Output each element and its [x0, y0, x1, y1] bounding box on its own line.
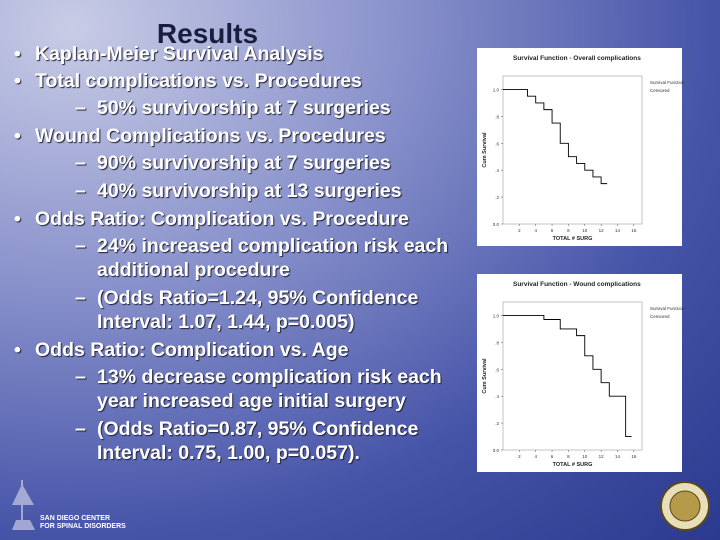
y-tick-label: 1.0 — [493, 87, 500, 92]
bullet-text: Total complications vs. Procedures — [35, 70, 362, 92]
y-tick-label: .4 — [495, 394, 499, 399]
bullet: Wound Complications vs. Procedures 90% su… — [14, 124, 476, 203]
y-tick-label: .8 — [495, 340, 499, 345]
sub-bullet-list: 24% increased complication risk each add… — [35, 234, 476, 334]
x-tick-label: 10 — [582, 228, 588, 233]
legend-label: Censored — [650, 314, 670, 319]
bullet: Odds Ratio: Complication vs. Age 13% decr… — [14, 338, 476, 465]
y-tick-label: .2 — [495, 195, 499, 200]
bullet: Odds Ratio: Complication vs. Procedure 24… — [14, 207, 476, 334]
legend-label: Survival Function — [650, 80, 685, 85]
bullet-text: Wound Complications vs. Procedures — [35, 125, 386, 147]
y-tick-label: 0.0 — [493, 222, 500, 227]
bullet-text: Odds Ratio: Complication vs. Age — [35, 339, 349, 361]
x-tick-label: 4 — [534, 454, 537, 459]
sub-bullet-text: 50% survivorship at 7 surgeries — [97, 97, 391, 119]
chart-title: Survival Function - Overall complication… — [513, 55, 641, 62]
logo-text: SAN DIEGO CENTER FOR SPINAL DISORDERS — [40, 515, 126, 531]
sub-bullet: 50% survivorship at 7 surgeries — [35, 96, 476, 120]
sub-bullet-text: 13% decrease complication risk each year… — [97, 366, 442, 412]
x-tick-label: 8 — [567, 228, 570, 233]
ship-logo — [12, 480, 35, 530]
logo-line: FOR SPINAL DISORDERS — [40, 523, 126, 530]
x-tick-label: 8 — [567, 454, 570, 459]
survival-line — [503, 315, 632, 437]
sub-bullet-text: (Odds Ratio=0.87, 95% Confidence Interva… — [97, 418, 419, 464]
y-tick-label: .6 — [495, 141, 499, 146]
bullet-text: Odds Ratio: Complication vs. Procedure — [35, 208, 409, 230]
y-tick-label: .4 — [495, 168, 499, 173]
plot-frame — [502, 75, 643, 225]
bullet: Total complications vs. Procedures 50% su… — [14, 69, 476, 120]
y-tick-label: .8 — [495, 114, 499, 119]
x-axis-label: TOTAL # SURG — [553, 236, 593, 242]
chart: Survival Function - Overall complication… — [477, 48, 685, 246]
x-tick-label: 10 — [582, 454, 588, 459]
sub-bullet: (Odds Ratio=1.24, 95% Confidence Interva… — [35, 286, 476, 334]
sub-bullet-text: 40% survivorship at 13 surgeries — [97, 180, 402, 202]
sub-bullet-text: (Odds Ratio=1.24, 95% Confidence Interva… — [97, 287, 419, 333]
sub-bullet-list: 13% decrease complication risk each year… — [35, 365, 476, 465]
chart-background — [477, 274, 682, 472]
seal-logo — [660, 481, 710, 531]
bullet-list: Kaplan-Meier Survival Analysis Total comp… — [14, 42, 476, 469]
sub-bullet: 40% survivorship at 13 surgeries — [35, 179, 476, 203]
x-axis-label: TOTAL # SURG — [553, 462, 593, 468]
y-tick-label: .6 — [495, 367, 499, 372]
bullet: Kaplan-Meier Survival Analysis — [14, 42, 476, 66]
sub-bullet-text: 24% increased complication risk each add… — [97, 235, 449, 281]
legend-label: Survival Function — [650, 306, 685, 311]
y-tick-label: 1.0 — [493, 313, 500, 318]
chart-background — [477, 48, 682, 246]
sub-bullet: (Odds Ratio=0.87, 95% Confidence Interva… — [35, 417, 476, 465]
x-tick-label: 6 — [551, 454, 554, 459]
x-tick-label: 2 — [518, 454, 521, 459]
survival-line — [503, 89, 608, 185]
plot-frame — [502, 301, 643, 451]
x-tick-label: 12 — [599, 228, 605, 233]
chart-title: Survival Function - Wound complications — [513, 281, 641, 288]
x-tick-label: 6 — [551, 228, 554, 233]
sub-bullet: 24% increased complication risk each add… — [35, 234, 476, 282]
y-axis-label: Cum Survival — [482, 132, 488, 168]
legend-label: Censored — [650, 88, 670, 93]
x-tick-label: 16 — [631, 228, 637, 233]
y-tick-label: 0.0 — [493, 448, 500, 453]
sub-bullet-list: 50% survivorship at 7 surgeries — [35, 96, 476, 120]
x-tick-label: 14 — [615, 454, 621, 459]
sub-bullet: 13% decrease complication risk each year… — [35, 365, 476, 413]
bullet-text: Kaplan-Meier Survival Analysis — [35, 43, 324, 65]
x-tick-label: 12 — [599, 454, 605, 459]
x-tick-label: 16 — [631, 454, 637, 459]
y-tick-label: .2 — [495, 421, 499, 426]
x-tick-label: 4 — [534, 228, 537, 233]
x-tick-label: 2 — [518, 228, 521, 233]
sub-bullet-list: 90% survivorship at 7 surgeries 40% survi… — [35, 151, 476, 203]
chart: Survival Function - Wound complications 0… — [477, 274, 685, 472]
y-axis-label: Cum Survival — [482, 358, 488, 394]
sub-bullet-text: 90% survivorship at 7 surgeries — [97, 152, 391, 174]
sub-bullet: 90% survivorship at 7 surgeries — [35, 151, 476, 175]
x-tick-label: 14 — [615, 228, 621, 233]
logo-line: SAN DIEGO CENTER — [40, 515, 111, 522]
